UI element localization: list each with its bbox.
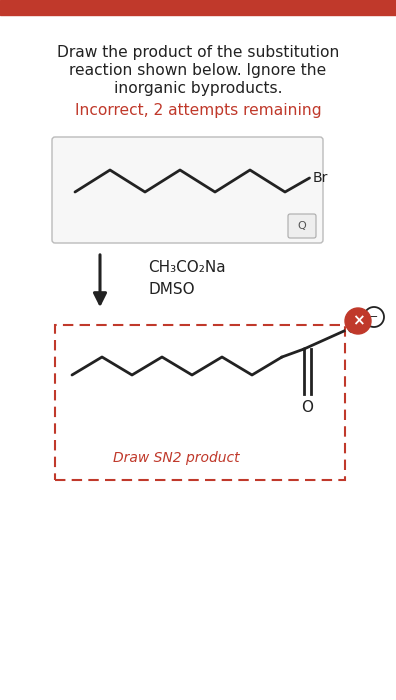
- Text: O: O: [346, 322, 357, 336]
- Text: CH₃CO₂Na: CH₃CO₂Na: [148, 260, 226, 276]
- Circle shape: [364, 307, 384, 327]
- Text: DMSO: DMSO: [148, 283, 194, 298]
- Text: ×: ×: [352, 314, 364, 328]
- Text: −: −: [369, 312, 379, 322]
- Text: Draw the product of the substitution: Draw the product of the substitution: [57, 45, 339, 60]
- Text: inorganic byproducts.: inorganic byproducts.: [114, 80, 282, 95]
- FancyBboxPatch shape: [52, 137, 323, 243]
- FancyBboxPatch shape: [288, 214, 316, 238]
- Circle shape: [345, 308, 371, 334]
- Text: Incorrect, 2 attempts remaining: Incorrect, 2 attempts remaining: [75, 102, 321, 118]
- Text: O: O: [301, 400, 313, 415]
- Text: Br: Br: [312, 171, 328, 185]
- Text: Draw SN2 product: Draw SN2 product: [114, 451, 240, 465]
- Text: reaction shown below. Ignore the: reaction shown below. Ignore the: [69, 62, 327, 78]
- FancyBboxPatch shape: [55, 325, 345, 480]
- Bar: [0, 0, 396, 15]
- Text: Q: Q: [298, 221, 307, 231]
